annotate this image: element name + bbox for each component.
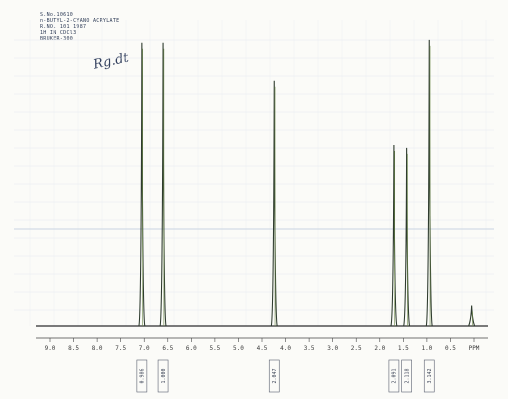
spectrum-peak (390, 144, 398, 327)
tick-label: 8.0 (92, 345, 103, 352)
tick-label: 4.0 (280, 345, 291, 352)
tick-label: 4.5 (257, 345, 268, 352)
tick-label: 0.5 (445, 345, 456, 352)
tick-label: 3.0 (327, 345, 338, 352)
spectrum-peak (468, 305, 476, 327)
integral-labels: 0.986 1.000 2.047 2.091 2.118 3.142 (136, 359, 435, 393)
integral-box (423, 359, 435, 393)
spectrum-peak (403, 147, 411, 327)
tick-label: 5.0 (233, 345, 244, 352)
header-line-1: S.No.10610 (40, 12, 74, 18)
tick-label: 8.5 (68, 345, 79, 352)
tick-label: 6.5 (162, 345, 173, 352)
integral-label: 2.118 (404, 368, 410, 383)
spectrum-peaks (138, 39, 476, 327)
spectrum-peak (425, 39, 433, 327)
tick-label: PPM (469, 345, 480, 352)
tick-label: 1.0 (421, 345, 432, 352)
tick-label: 7.0 (139, 345, 150, 352)
integral-box (388, 359, 400, 393)
tick-label: 6.0 (186, 345, 197, 352)
spectrum-peak (159, 42, 167, 327)
integral-label: 2.047 (272, 368, 278, 383)
tick-label: 2.5 (351, 345, 362, 352)
header-line-5: BRUKER-300 (40, 36, 74, 42)
chart-grid (14, 20, 494, 326)
integral-label: 3.142 (427, 368, 433, 383)
tick-label: 3.5 (304, 345, 315, 352)
integral-box (401, 359, 412, 393)
integral-box (136, 359, 148, 393)
header-line-3: R.NO. 101 1987 (40, 24, 87, 30)
tick-label: 9.0 (45, 345, 56, 352)
tick-label: 1.5 (398, 345, 409, 352)
spectrum-peak (138, 42, 146, 327)
header-line-4: 1H IN CDCl3 (40, 30, 77, 36)
integral-label: 2.091 (392, 368, 398, 383)
integral-label: 1.000 (161, 368, 167, 383)
spectrum-header: S.No.10610 n-BUTYL-2-CYANO ACRYLATE R.NO… (40, 12, 160, 42)
integral-label: 0.986 (140, 368, 146, 383)
spectrum-peak (270, 80, 278, 327)
x-axis-ticks: 9.0 8.5 8.0 7.5 7.0 6.5 6.0 5.5 5.0 4.5 4.0 3.5 3.0 2… (45, 338, 480, 352)
integral-box (157, 359, 169, 393)
tick-label: 2.0 (374, 345, 385, 352)
tick-label: 5.5 (209, 345, 220, 352)
tick-label: 7.5 (115, 345, 126, 352)
integral-box (268, 359, 280, 393)
header-line-2: n-BUTYL-2-CYANO ACRYLATE (40, 18, 120, 24)
